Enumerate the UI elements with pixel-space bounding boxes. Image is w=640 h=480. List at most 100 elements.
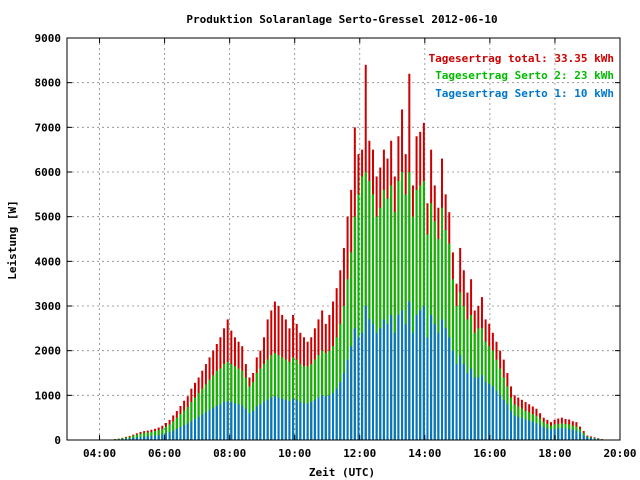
bar-serto-1 [157, 435, 160, 440]
bar-serto-1 [437, 332, 440, 440]
bars [110, 64, 607, 441]
bar-serto-1 [404, 323, 407, 440]
bar-serto-1 [266, 399, 269, 440]
bar-serto-1 [564, 428, 567, 440]
bar-serto-1 [339, 381, 342, 440]
bar-serto-1 [324, 396, 327, 440]
bar-serto-1 [139, 436, 142, 440]
bar-serto-1 [212, 407, 215, 440]
x-tick-label: 06:00 [148, 447, 181, 460]
bar-serto-1 [390, 314, 393, 440]
bar-serto-2 [375, 216, 378, 440]
bar-serto-1 [197, 416, 200, 440]
bar-serto-1 [444, 328, 447, 440]
bar-serto-1 [357, 337, 360, 440]
bar-serto-1 [513, 415, 516, 440]
bar-serto-1 [426, 337, 429, 440]
bar-serto-1 [237, 404, 240, 440]
y-tick-label: 3000 [35, 300, 62, 313]
x-tick-label: 04:00 [83, 447, 116, 460]
bar-serto-1 [284, 399, 287, 440]
bar-serto-1 [244, 408, 247, 440]
bar-serto-1 [448, 337, 451, 440]
legend-entry-serto-2: Tagesertrag Serto 2: 23 kWh [435, 69, 614, 82]
bar-serto-1 [364, 306, 367, 440]
bar-serto-2 [201, 388, 204, 440]
legend: Tagesertrag total: 33.35 kWh Tagesertrag… [429, 52, 614, 100]
bar-serto-1 [560, 427, 563, 440]
bar-serto-1 [473, 377, 476, 440]
y-axis-label: Leistung [W] [6, 200, 19, 279]
bar-serto-1 [263, 402, 266, 440]
bar-serto-2 [204, 384, 207, 440]
bar-serto-2 [386, 198, 389, 440]
bar-serto-1 [524, 419, 527, 440]
bar-serto-1 [484, 381, 487, 440]
bar-serto-2 [306, 366, 309, 440]
y-tick-label: 9000 [35, 32, 62, 45]
y-tick-label: 6000 [35, 166, 62, 179]
bar-serto-1 [135, 437, 138, 440]
y-tick-label: 7000 [35, 121, 62, 134]
bar-serto-2 [379, 207, 382, 440]
bar-serto-1 [375, 332, 378, 440]
bar-serto-1 [582, 435, 585, 440]
bar-serto-1 [164, 433, 167, 440]
bar-serto-1 [233, 403, 236, 440]
x-tick-label: 08:00 [213, 447, 246, 460]
bar-serto-2 [190, 402, 193, 440]
bar-serto-1 [342, 373, 345, 440]
bar-serto-1 [353, 328, 356, 440]
bar-serto-1 [223, 402, 226, 440]
bar-serto-1 [208, 410, 211, 440]
bar-serto-1 [480, 375, 483, 440]
bar-serto-1 [361, 332, 364, 440]
bar-serto-1 [248, 413, 251, 440]
bar-serto-1 [571, 429, 574, 440]
bar-serto-1 [215, 405, 218, 440]
bar-serto-1 [295, 399, 298, 440]
bar-serto-2 [328, 350, 331, 440]
bar-serto-1 [531, 421, 534, 440]
bar-serto-1 [568, 428, 571, 440]
bar-serto-2 [292, 357, 295, 440]
bar-serto-2 [150, 431, 153, 440]
bar-serto-1 [502, 399, 505, 440]
bar-serto-2 [197, 393, 200, 440]
bar-serto-2 [368, 180, 371, 440]
bar-serto-1 [332, 393, 335, 440]
bar-serto-1 [270, 397, 273, 440]
bar-serto-1 [393, 332, 396, 440]
bar-serto-1 [252, 410, 255, 440]
bar-serto-1 [546, 428, 549, 440]
bar-serto-1 [589, 437, 592, 440]
bar-serto-1 [520, 418, 523, 440]
bar-serto-2 [357, 194, 360, 440]
bar-serto-1 [281, 398, 284, 440]
bar-serto-2 [270, 355, 273, 440]
bar-serto-1 [204, 412, 207, 440]
bar-serto-2 [288, 361, 291, 440]
bar-serto-1 [132, 437, 135, 440]
bar-serto-1 [462, 364, 465, 440]
bar-serto-1 [241, 405, 244, 440]
bar-serto-1 [528, 420, 531, 440]
bar-serto-1 [411, 332, 414, 440]
bar-serto-1 [143, 436, 146, 440]
x-tick-label: 20:00 [603, 447, 636, 460]
bar-serto-1 [593, 438, 596, 440]
bar-serto-1 [382, 319, 385, 440]
bar-serto-1 [146, 436, 149, 440]
bar-serto-2 [194, 397, 197, 440]
bar-serto-1 [368, 319, 371, 440]
y-tick-label: 2000 [35, 345, 62, 358]
bar-serto-1 [124, 438, 127, 440]
bar-serto-2 [233, 366, 236, 440]
bar-serto-2 [321, 350, 324, 440]
bar-serto-1 [313, 399, 316, 440]
bar-serto-2 [397, 180, 400, 440]
bar-serto-1 [539, 424, 542, 440]
x-tick-label: 14:00 [408, 447, 441, 460]
x-tick-label: 18:00 [538, 447, 571, 460]
